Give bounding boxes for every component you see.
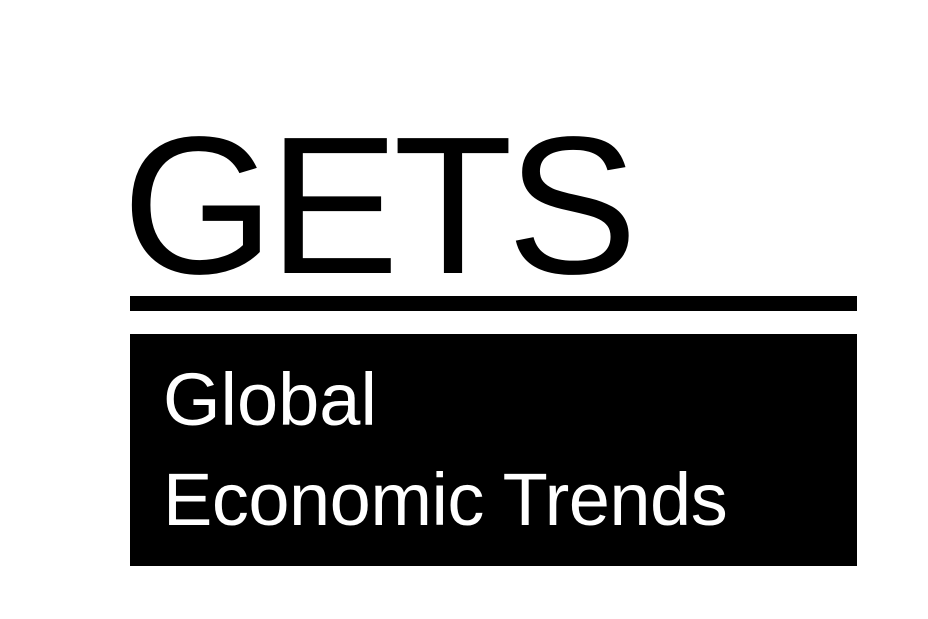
tagline-line-2: Economic Trends — [163, 458, 728, 541]
tagline-line-1: Global — [163, 358, 377, 441]
logo-acronym: GETS — [122, 96, 638, 315]
tagline-banner: Global Economic Trends — [130, 334, 857, 566]
logo-divider-rule — [130, 296, 857, 311]
